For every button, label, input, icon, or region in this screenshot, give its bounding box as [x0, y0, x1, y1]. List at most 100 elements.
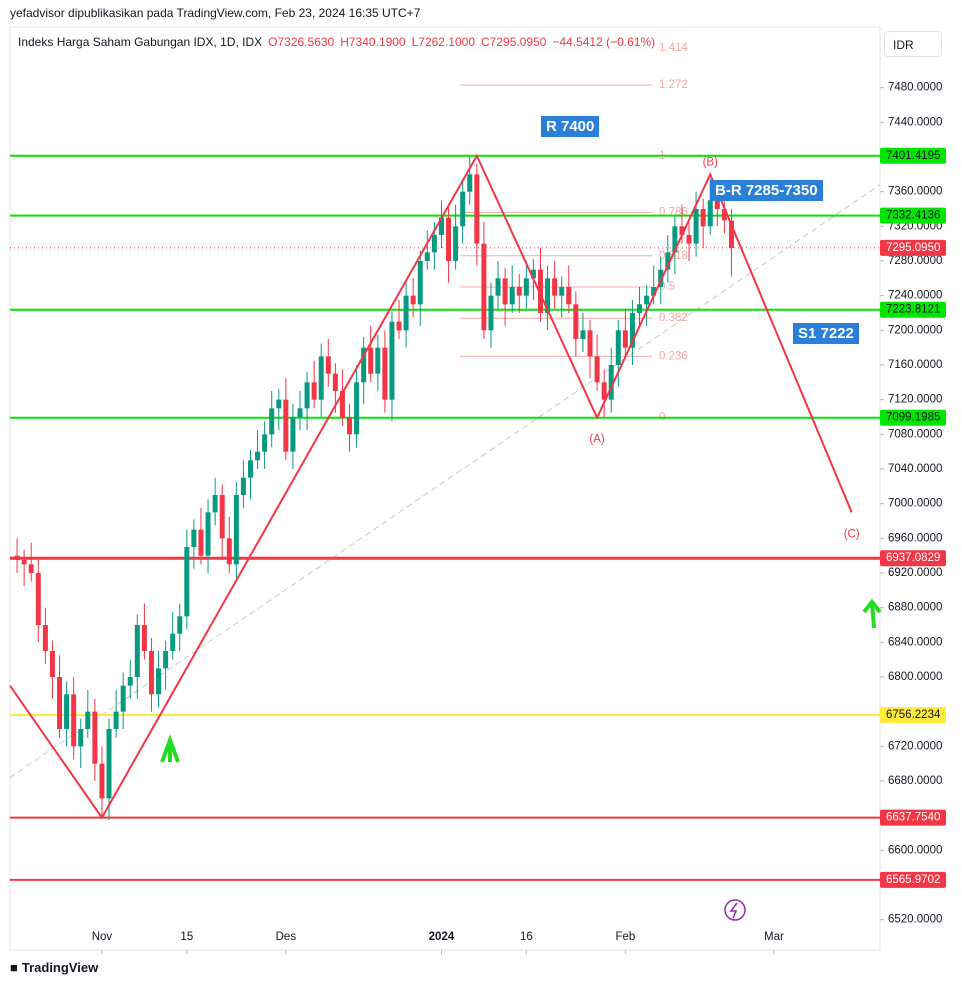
candle-body	[530, 269, 536, 279]
candle-body	[651, 287, 657, 296]
candle-body	[120, 685, 126, 712]
candle-body	[297, 408, 303, 417]
candle-body	[42, 625, 48, 651]
y-tick-label: 6680.0000	[888, 775, 942, 787]
published-line: yefadvisor dipublikasikan pada TradingVi…	[10, 6, 421, 20]
candle-body	[28, 564, 34, 573]
ohlc-field: O7326.5630	[268, 35, 335, 49]
candle-body	[354, 382, 360, 435]
candle-body	[233, 495, 239, 565]
x-tick-label: Nov	[92, 931, 113, 943]
candle-body	[99, 763, 105, 799]
event-icon[interactable]	[724, 899, 746, 921]
x-tick-label: 15	[180, 931, 193, 943]
candle-body	[438, 217, 444, 235]
y-tick-label: 6720.0000	[888, 740, 942, 752]
candle-body	[467, 174, 473, 192]
y-tick-label: 6920.0000	[888, 567, 942, 579]
candle-body	[446, 217, 452, 261]
candle-body	[580, 330, 586, 339]
annotation-box: B-R 7285-7350	[710, 180, 823, 201]
candle-body	[417, 261, 423, 305]
change-field: −44.5412 (−0.61%)	[552, 35, 656, 49]
ohlc-field: H7340.1900	[340, 35, 406, 49]
y-tick-label: 7200.0000	[888, 324, 942, 336]
candle-body	[113, 711, 119, 729]
candle-body	[509, 287, 515, 305]
candle-body	[332, 373, 338, 391]
level-tag	[880, 809, 946, 826]
candle-body	[71, 694, 77, 747]
candle-body	[269, 408, 275, 435]
y-tick-label: 6520.0000	[888, 914, 942, 926]
currency-button[interactable]: IDR	[884, 31, 942, 57]
candle-body	[49, 651, 55, 677]
candle-body	[495, 278, 501, 296]
level-label: 7295.0950	[886, 242, 940, 254]
wave-label: (C)	[844, 528, 860, 540]
candle-body	[615, 330, 621, 365]
y-tick-label: 7480.0000	[888, 82, 942, 94]
candle-body	[311, 382, 317, 400]
up-arrow	[160, 734, 180, 763]
y-tick-label: 7120.0000	[888, 394, 942, 406]
level-label: 7332.4136	[886, 210, 940, 222]
candle-body	[537, 269, 543, 313]
candle-body	[721, 209, 727, 221]
candle-body	[566, 287, 572, 305]
candle-body	[728, 220, 734, 248]
candle-body	[629, 313, 635, 348]
candle-body	[276, 399, 282, 409]
candle-body	[368, 347, 374, 374]
candle-body	[608, 365, 614, 400]
candle-body	[389, 321, 395, 400]
plot-area	[9, 26, 881, 951]
candle-body	[255, 451, 261, 461]
candle-body	[396, 321, 402, 331]
candle-body	[502, 278, 508, 305]
candle-body	[290, 417, 296, 452]
candle-body	[78, 729, 84, 747]
candle-body	[424, 252, 430, 261]
candle-body	[198, 529, 204, 556]
candle-body	[226, 538, 232, 565]
level-tag	[880, 301, 946, 318]
candle-body	[474, 174, 480, 244]
level-label: 7401.4195	[886, 150, 940, 162]
candle-body	[163, 651, 169, 669]
candle-body	[481, 243, 487, 331]
x-tick-label: Des	[276, 931, 297, 943]
candle-body	[523, 278, 529, 296]
candle-body	[127, 677, 133, 686]
candle-body	[665, 252, 671, 270]
legend: Indeks Harga Saham Gabungan IDX, 1D, IDX…	[18, 35, 656, 49]
candle-body	[573, 304, 579, 339]
level-tag	[880, 706, 946, 723]
candle-body	[262, 434, 268, 452]
y-tick-label: 7000.0000	[888, 498, 942, 510]
candle-body	[587, 330, 593, 357]
candle-body	[205, 512, 211, 556]
candle-body	[148, 651, 154, 695]
candle-body	[212, 495, 218, 513]
candle-body	[247, 460, 253, 478]
candle-body	[304, 382, 310, 409]
candle-body	[219, 495, 225, 539]
x-tick-label: 16	[520, 931, 533, 943]
wave-line	[9, 153, 853, 820]
candle-body	[134, 625, 140, 677]
candle-body	[21, 560, 27, 565]
y-tick-label: 7360.0000	[888, 186, 942, 198]
candle-body	[622, 330, 628, 348]
level-tag	[880, 550, 946, 567]
y-tick-label: 7240.0000	[888, 290, 942, 302]
y-tick-label: 6800.0000	[888, 671, 942, 683]
candle-body	[686, 235, 692, 244]
candle-body	[559, 287, 565, 296]
x-tick-label: Mar	[764, 931, 784, 943]
candle-body	[156, 668, 162, 695]
y-tick-label: 6960.0000	[888, 532, 942, 544]
candle-body	[601, 382, 607, 400]
level-label: 6565.9702	[886, 874, 940, 886]
fib-label: 0.236	[659, 350, 688, 362]
